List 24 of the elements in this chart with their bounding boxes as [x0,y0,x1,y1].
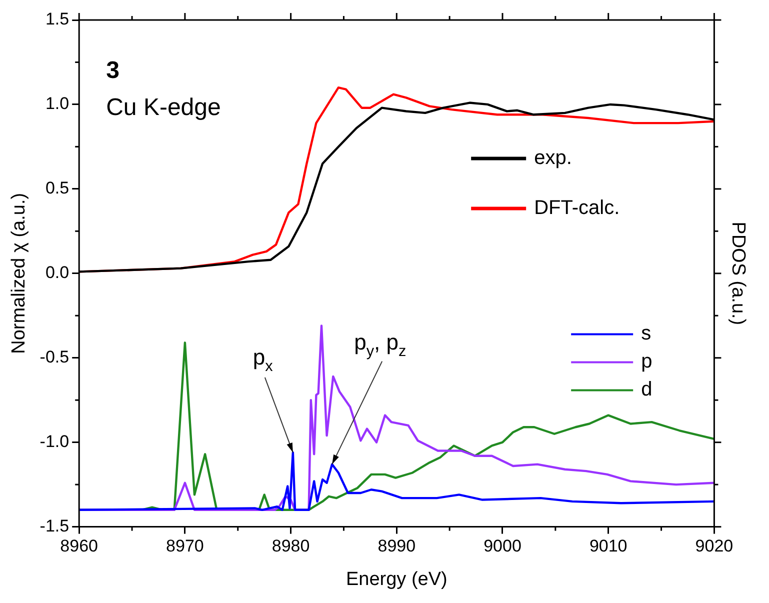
x-tick-label: 8990 [378,536,416,556]
text: 3 [106,57,120,84]
legend-label: d [641,378,652,401]
y-tick-label: 0.0 [45,263,70,282]
x-tick-label: 9000 [484,536,522,556]
y-tick-label: -0.5 [40,348,70,367]
y-axis-title: Normalized χ (a.u.) [8,192,30,354]
y-tick-label: 1.0 [45,94,70,114]
x-tick-label: 9020 [695,536,734,556]
legend-label: s [641,322,652,345]
legend-label: DFT-calc. [534,197,620,220]
x-tick-label: 8980 [272,536,310,556]
y-tick-label: -1.5 [40,516,70,536]
x-tick-label: 8960 [60,536,98,556]
legend-label: exp. [534,147,572,170]
x-axis-title: Energy (eV) [346,568,448,590]
y2-axis-title: PDOS (a.u.) [727,222,748,326]
x-tick-label: 9010 [589,536,628,556]
y-tick-label: 1.5 [45,10,70,29]
y-tick-label: -1.0 [40,432,70,452]
text: Cu K-edge [106,94,221,121]
legend-label: p [641,350,652,373]
x-tick-label: 8970 [166,536,204,556]
y-tick-label: 0.5 [45,178,70,198]
